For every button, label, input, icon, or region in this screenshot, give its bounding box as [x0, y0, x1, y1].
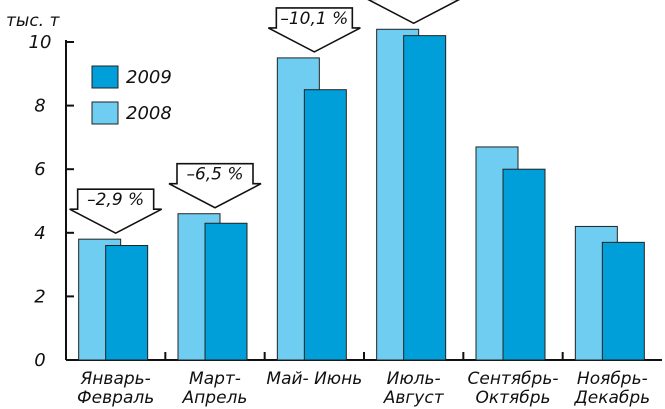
- axes: 0 2 4 6 8 10 Январь-Февраль Март-Апрель Май- Июн…: [29, 32, 662, 408]
- y-tick-label: 8: [34, 96, 45, 117]
- legend-swatch-2009: [91, 65, 119, 89]
- y-tick-label: 10: [29, 32, 52, 53]
- y-tick-label: 4: [34, 223, 45, 244]
- y-tick-label: 0: [34, 350, 45, 371]
- x-category-label: Ноябрь-: [577, 369, 648, 389]
- change-arrow: –2,9 %: [69, 188, 163, 235]
- legend-label-2008: 2008: [126, 103, 172, 124]
- x-category-label: Июль-: [387, 369, 441, 389]
- bar-2009: [601, 241, 645, 361]
- bar-2009: [502, 168, 546, 361]
- change-label: –2,9 %: [87, 190, 144, 210]
- legend-swatch-2008: [91, 101, 119, 125]
- y-tick-label: 6: [34, 159, 45, 180]
- arrow-shape: [69, 188, 163, 235]
- annotations: –2,9 % –6,5 % –10,1 % –2,1 %: [69, 0, 461, 235]
- legend: 2009 2008: [91, 65, 172, 125]
- y-tick-label: 2: [34, 286, 45, 307]
- change-label: –10,1 %: [280, 9, 348, 29]
- bar-2009: [105, 245, 149, 361]
- change-arrow: –10,1 %: [267, 7, 361, 53]
- bars: [78, 28, 645, 361]
- x-category-label: Февраль: [77, 388, 154, 408]
- legend-label-2009: 2009: [126, 67, 172, 88]
- x-category-label: Май- Июнь: [266, 369, 362, 389]
- change-arrow: –6,5 %: [168, 162, 262, 209]
- x-category-label: Апрель: [182, 388, 248, 408]
- x-category-label: Январь-: [80, 369, 151, 389]
- arrow-shape: [168, 162, 262, 209]
- bar-2009: [204, 222, 248, 361]
- arrow-shape: [267, 7, 361, 53]
- bar-2009: [303, 89, 347, 361]
- x-category-label: Март-: [189, 369, 241, 389]
- x-category-label: Декабрь: [573, 388, 650, 408]
- x-category-label: Август: [383, 388, 445, 408]
- x-category-label: Октябрь: [475, 388, 550, 408]
- y-axis-unit-label: тыс. т: [6, 11, 60, 31]
- x-category-label: Сентябрь-: [467, 369, 558, 389]
- bar-2009: [403, 35, 447, 361]
- change-arrow: –2,1 %: [367, 0, 461, 25]
- arrow-shape: [367, 0, 461, 25]
- change-label: –6,5 %: [186, 165, 243, 185]
